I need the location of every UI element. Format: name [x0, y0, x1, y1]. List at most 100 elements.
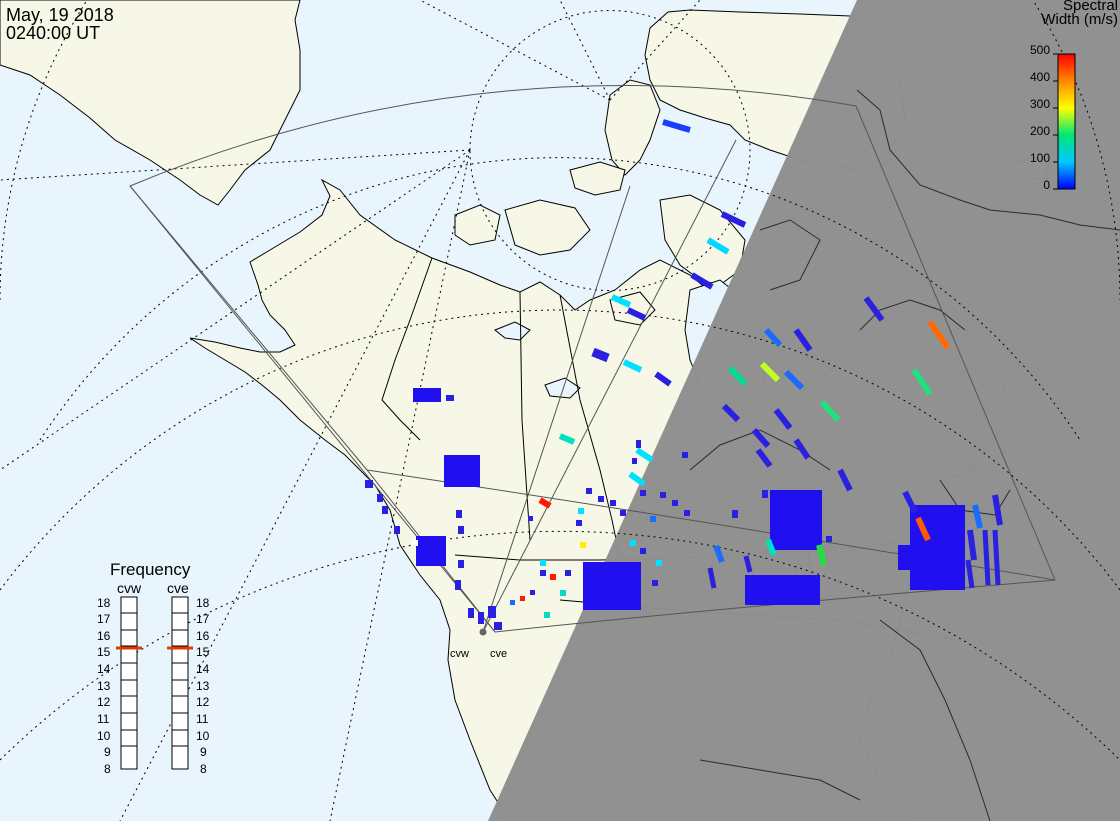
- freq-scale-right: 14: [196, 662, 210, 676]
- freq-scale-right: 17: [196, 612, 210, 626]
- echo-dot: [636, 440, 641, 448]
- echo-dot: [598, 496, 604, 502]
- radar-backscatter: [365, 119, 1003, 630]
- echo-dot: [630, 540, 636, 546]
- echo-dot: [528, 516, 533, 521]
- colorbar-tick-label: 300: [1029, 97, 1050, 111]
- echo-dot: [672, 500, 678, 506]
- echo-streak: [793, 438, 811, 460]
- freq-scale-left: 10: [97, 729, 111, 743]
- freq-scale-right: 13: [196, 679, 210, 693]
- echo-dot: [365, 480, 373, 488]
- freq-scale-left: 12: [97, 695, 111, 709]
- echo-streak: [610, 294, 632, 308]
- echo-streak: [915, 516, 931, 542]
- freq-scale-left: 17: [97, 612, 111, 626]
- echo-dot: [394, 526, 400, 534]
- echo-dot: [510, 600, 515, 605]
- freq-scale-left: 13: [97, 679, 111, 693]
- echo-streak: [707, 567, 717, 589]
- great-bear-lake: [544, 377, 581, 399]
- land-victoria: [504, 199, 591, 256]
- echo-streak: [793, 328, 813, 352]
- echo-dot: [762, 490, 768, 498]
- echo-dot: [578, 508, 584, 514]
- echo-streak: [927, 320, 951, 350]
- echo-streak: [662, 119, 691, 133]
- echo-dot: [640, 490, 646, 496]
- frequency-radar-cvw-label: cvw: [117, 580, 142, 596]
- echo-dot: [826, 536, 832, 542]
- echo-streak: [751, 428, 771, 448]
- echo-dot: [580, 542, 586, 548]
- echo-streak: [538, 497, 552, 509]
- echo-streak: [819, 400, 841, 422]
- station-label-cvw: cvw: [450, 648, 469, 660]
- night-region: [488, 0, 1120, 821]
- echo-streak: [816, 544, 827, 566]
- echo-streak: [654, 371, 672, 387]
- echo-dot: [586, 488, 592, 494]
- echo-streak: [773, 408, 793, 430]
- echo-dot: [656, 560, 662, 566]
- echo-streak: [706, 237, 730, 255]
- freq-scale-right: 11: [196, 712, 209, 726]
- echo-dot: [468, 608, 474, 618]
- frequency-gauges: [120, 596, 189, 770]
- freq-scale-right: 8: [200, 762, 207, 776]
- date-label: May, 19 2018: [6, 5, 114, 25]
- freq-scale-left: 15: [97, 645, 111, 659]
- night-coastlines: [689, 89, 1120, 821]
- echo-streak: [727, 365, 748, 387]
- echo-dot: [446, 395, 454, 401]
- echo-dot: [560, 590, 566, 596]
- echo-dot: [458, 526, 464, 534]
- echo-dot: [458, 560, 464, 568]
- alaska-border: [381, 257, 433, 441]
- echo-dot: [652, 580, 658, 586]
- echo-dot: [540, 560, 546, 566]
- echo-dot: [632, 458, 637, 464]
- echo-streak: [558, 433, 576, 445]
- echo-streak: [982, 529, 991, 586]
- echo-dot: [576, 520, 582, 526]
- echo-patch: [745, 575, 820, 605]
- echo-streak: [721, 403, 741, 423]
- echo-dot: [455, 580, 461, 590]
- echo-streak: [765, 538, 777, 557]
- freq-scale-left: 8: [104, 762, 111, 776]
- land-siberia: [0, 0, 301, 206]
- echo-patch: [444, 455, 480, 487]
- echo-streak: [591, 347, 610, 363]
- frequency-radar-cve-label: cve: [167, 580, 189, 596]
- province-border-2: [519, 291, 531, 541]
- echo-streak: [837, 468, 853, 492]
- echo-streak: [635, 447, 654, 463]
- colorbar-title-line1: Spectral: [1062, 0, 1118, 14]
- freq-scale-right: 10: [196, 729, 210, 743]
- station-label-cve: cve: [490, 648, 508, 660]
- echo-dot: [530, 590, 535, 595]
- echo-dot: [377, 494, 383, 502]
- province-border-1: [559, 294, 621, 559]
- freq-scale-right: 18: [196, 596, 210, 610]
- echo-streak: [720, 211, 747, 228]
- freq-scale-right: 15: [196, 645, 210, 659]
- echo-patch: [416, 536, 446, 566]
- colorbar-tick-label: 100: [1029, 151, 1050, 165]
- echo-streak: [713, 544, 725, 564]
- freq-scale-left: 9: [104, 745, 111, 759]
- echo-patch: [413, 388, 441, 402]
- echo-streak: [992, 494, 1003, 526]
- echo-dot: [494, 622, 502, 630]
- radar-station-marker: [479, 628, 487, 636]
- echo-streak: [863, 296, 885, 322]
- echo-dot: [650, 516, 656, 522]
- freq-scale-right: 9: [200, 745, 207, 759]
- radar-fov: [129, 84, 1056, 633]
- echo-dot: [620, 510, 626, 516]
- echo-dot: [412, 540, 418, 546]
- freq-scale-right: 16: [196, 629, 210, 643]
